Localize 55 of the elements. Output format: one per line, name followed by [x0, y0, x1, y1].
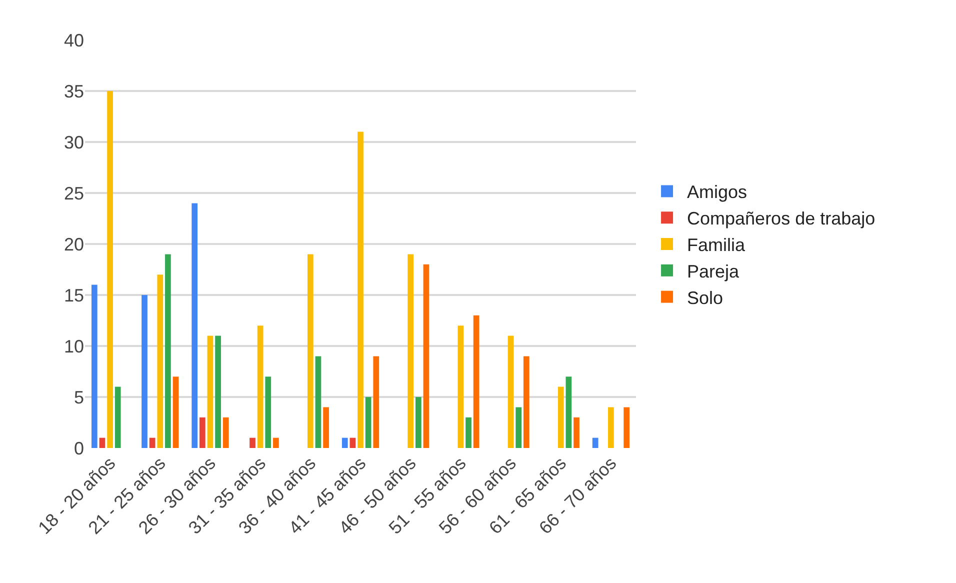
bar: [423, 264, 430, 448]
bar: [222, 417, 229, 448]
bar: [592, 438, 598, 448]
legend-label: Compañeros de trabajo: [687, 208, 876, 229]
bar: [315, 356, 322, 448]
bar: [273, 438, 279, 448]
bar: [142, 295, 148, 448]
y-tick-label: 10: [64, 336, 84, 356]
bar: [157, 274, 164, 448]
legend-label: Familia: [687, 235, 746, 256]
y-tick-label: 30: [64, 132, 84, 152]
bar: [508, 336, 514, 448]
bar: [558, 386, 564, 448]
bar: [466, 417, 472, 448]
bar: [107, 91, 113, 448]
bar: [172, 376, 179, 448]
bar: [114, 386, 121, 448]
y-tick-label: 25: [64, 183, 84, 204]
bar: [192, 203, 198, 448]
bar: [566, 376, 572, 448]
legend-label: Solo: [687, 288, 724, 308]
bar: [265, 376, 272, 448]
bar: [373, 356, 380, 448]
bar: [516, 407, 522, 448]
bar: [350, 438, 356, 448]
bar: [250, 438, 256, 448]
bar: [323, 407, 329, 448]
bar: [408, 254, 414, 448]
bar: [473, 315, 480, 448]
bar: [99, 438, 106, 448]
y-tick-label: 20: [64, 234, 84, 254]
legend-label: Pareja: [687, 261, 740, 282]
y-tick-label: 40: [64, 30, 84, 50]
bar: [574, 417, 580, 448]
bar: [91, 284, 98, 448]
bar: [415, 397, 422, 448]
bar: [624, 407, 630, 448]
bar: [342, 438, 348, 448]
bar: [207, 336, 214, 448]
bar: [257, 326, 264, 448]
y-tick-label: 15: [64, 285, 84, 306]
bar: [358, 132, 364, 448]
y-tick-label: 0: [74, 438, 84, 458]
bar: [365, 397, 372, 448]
bar: [165, 254, 171, 448]
bar: [458, 326, 464, 448]
legend-label: Amigos: [687, 182, 748, 202]
bar: [523, 356, 530, 448]
bar: [307, 254, 314, 448]
bar: [608, 407, 614, 448]
bar: [199, 417, 206, 448]
bar: [215, 336, 221, 448]
y-tick-label: 5: [74, 387, 84, 408]
y-tick-label: 35: [64, 81, 84, 102]
bar: [149, 438, 156, 448]
